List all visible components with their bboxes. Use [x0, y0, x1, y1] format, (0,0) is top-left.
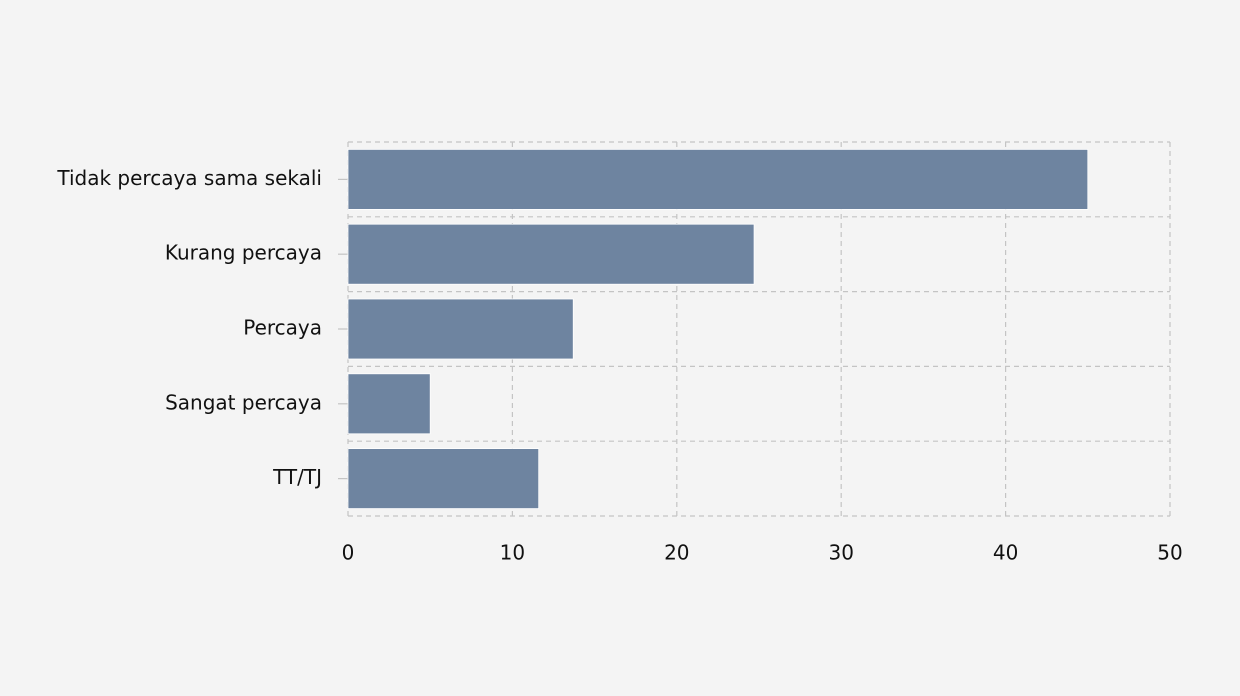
- x-tick-label: 30: [828, 541, 853, 565]
- y-tick-label: Tidak percaya sama sekali: [56, 166, 322, 190]
- y-tick-label: Sangat percaya: [165, 390, 322, 414]
- x-tick-label: 20: [664, 541, 689, 565]
- x-tick-label: 40: [993, 541, 1018, 565]
- y-tick-label: TT/TJ: [272, 465, 322, 489]
- bar: [347, 373, 431, 435]
- y-tick-label: Percaya: [243, 316, 322, 340]
- y-tick-label: Kurang percaya: [165, 241, 322, 265]
- x-tick-label: 50: [1157, 541, 1182, 565]
- x-tick-label: 10: [500, 541, 525, 565]
- bar: [347, 448, 540, 510]
- bar: [347, 223, 755, 285]
- bar: [347, 148, 1089, 210]
- x-tick-label: 0: [342, 541, 355, 565]
- bar: [347, 298, 574, 360]
